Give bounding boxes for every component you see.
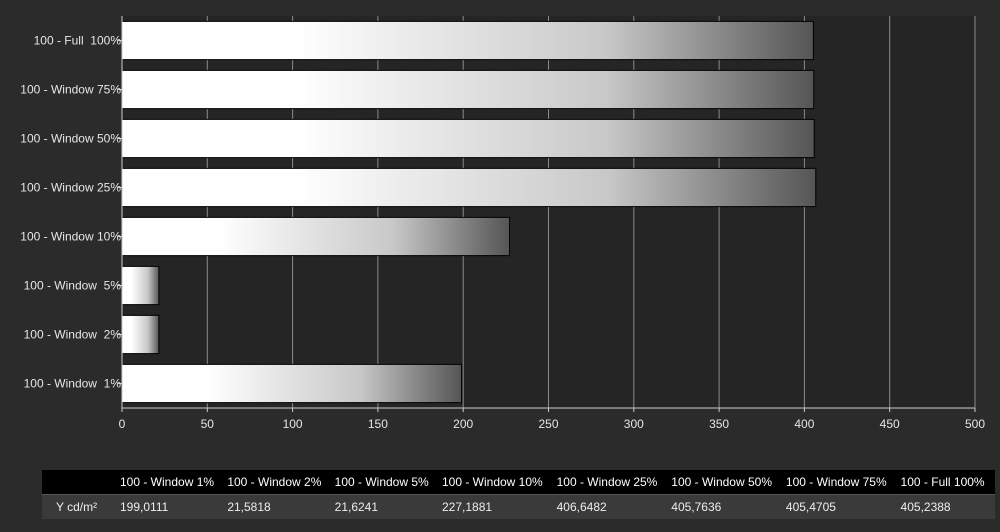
- bar: [121, 69, 815, 110]
- data-table: 100 - Window 1% 100 - Window 2% 100 - Wi…: [42, 470, 995, 519]
- category-label: 100 - Full 100%: [34, 34, 122, 48]
- category-label: 100 - Window 5%: [24, 279, 122, 293]
- table-cell: 405,7636: [669, 494, 784, 519]
- table-cell: 227,1881: [439, 494, 555, 519]
- table-cell: 21,6241: [332, 494, 440, 519]
- bar: [121, 20, 814, 61]
- bar-chart: 0 50 100 150 200 250 300 350 400 450 500 100 - Ful…: [20, 16, 985, 431]
- table-row: Y cd/m² 199,0111 21,5818 21,6241 227,188…: [42, 494, 995, 519]
- bar: [121, 363, 463, 404]
- x-tick-label: 100: [283, 417, 303, 431]
- table-header: 100 - Full 100%: [898, 470, 995, 495]
- table-header: 100 - Window 2%: [225, 470, 333, 495]
- table-cell: 406,6482: [554, 494, 670, 519]
- bar: [121, 216, 511, 257]
- x-tick-label: 50: [201, 417, 215, 431]
- table-header: 100 - Window 10%: [439, 470, 555, 495]
- bar: [121, 265, 160, 306]
- bar: [121, 118, 815, 159]
- table-cell: 405,2388: [898, 494, 995, 519]
- x-tick-label: 450: [880, 417, 900, 431]
- table-cell: 21,5818: [225, 494, 333, 519]
- x-tick-label: 500: [965, 417, 985, 431]
- category-label: 100 - Window 10%: [20, 230, 121, 244]
- category-label: 100 - Window 75%: [20, 83, 121, 97]
- table-header: 100 - Window 50%: [669, 470, 784, 495]
- table-header: 100 - Window 1%: [118, 470, 226, 495]
- x-tick-label: 200: [453, 417, 473, 431]
- category-label: 100 - Window 1%: [24, 377, 122, 391]
- category-label: 100 - Window 25%: [20, 181, 121, 195]
- x-tick-label: 0: [119, 417, 126, 431]
- table-header: 100 - Window 5%: [332, 470, 440, 495]
- x-tick-label: 300: [624, 417, 644, 431]
- table-cell: 199,0111: [118, 494, 226, 519]
- x-tick-label: 250: [538, 417, 558, 431]
- table-cell: 405,4705: [783, 494, 899, 519]
- table-header-row: 100 - Window 1% 100 - Window 2% 100 - Wi…: [42, 470, 995, 495]
- x-tick-label: 150: [368, 417, 388, 431]
- x-tick-label: 400: [794, 417, 814, 431]
- bar: [121, 167, 817, 208]
- category-label: 100 - Window 2%: [24, 328, 122, 342]
- bar: [121, 314, 160, 355]
- x-tick-label: 350: [709, 417, 729, 431]
- category-label: 100 - Window 50%: [20, 132, 121, 146]
- table-row-label: Y cd/m²: [42, 494, 118, 519]
- table-header: 100 - Window 75%: [783, 470, 899, 495]
- table-header: 100 - Window 25%: [554, 470, 670, 495]
- table-corner: [42, 470, 118, 495]
